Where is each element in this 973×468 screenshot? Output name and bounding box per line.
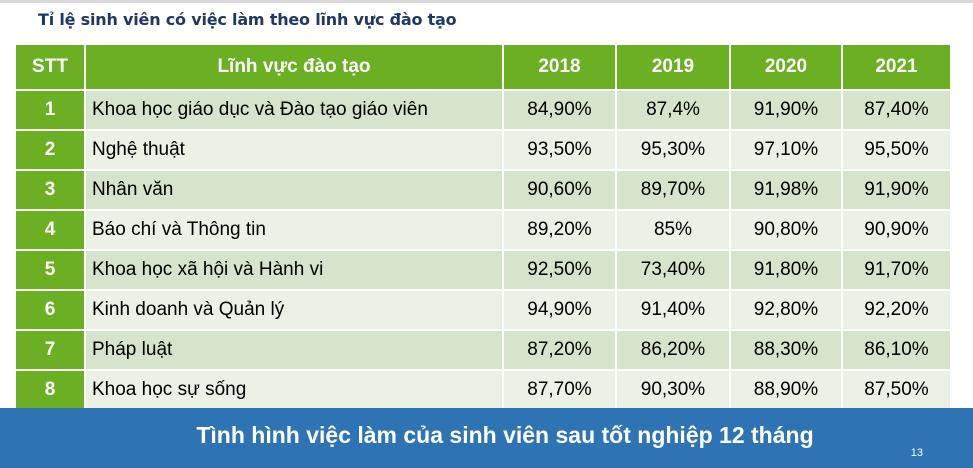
row-number: 8 [16,371,84,409]
row-number: 3 [16,171,84,209]
rate-2020: 92,80% [731,291,841,329]
rate-2020: 90,80% [731,211,841,249]
header-stt: STT [16,45,84,89]
rate-2018: 94,90% [504,291,615,329]
field-name: Nhân văn [86,171,502,209]
rate-2019: 87,4% [617,91,729,129]
rate-2020: 91,90% [731,91,841,129]
row-number: 5 [16,251,84,289]
rate-2019: 86,20% [617,331,729,369]
header-2020: 2020 [731,45,841,89]
rate-2018: 92,50% [504,251,615,289]
rate-2019: 85% [617,211,729,249]
field-name: Nghệ thuật [86,131,502,169]
header-2018: 2018 [504,45,615,89]
row-number: 1 [16,91,84,129]
rate-2021: 95,50% [843,131,950,169]
header-2021: 2021 [843,45,950,89]
rate-2021: 92,20% [843,291,950,329]
rate-2020: 97,10% [731,131,841,169]
rate-2021: 91,90% [843,171,950,209]
rate-2021: 90,90% [843,211,950,249]
table-row: 6 Kinh doanh và Quản lý 94,90% 91,40% 92… [16,291,950,329]
rate-2019: 91,40% [617,291,729,329]
rate-2019: 73,40% [617,251,729,289]
employment-rate-table: STT Lĩnh vực đào tạo 2018 2019 2020 2021… [14,43,952,411]
slide-subtitle: Tỉ lệ sinh viên có việc làm theo lĩnh vự… [38,10,457,29]
field-name: Khoa học giáo dục và Đào tạo giáo viên [86,91,502,129]
rate-2018: 93,50% [504,131,615,169]
rate-2018: 87,70% [504,371,615,409]
field-name: Kinh doanh và Quản lý [86,291,502,329]
row-number: 2 [16,131,84,169]
footer-bar: Tình hình việc làm của sinh viên sau tốt… [0,408,973,468]
rate-2019: 89,70% [617,171,729,209]
row-number: 4 [16,211,84,249]
rate-2021: 86,10% [843,331,950,369]
table-header-row: STT Lĩnh vực đào tạo 2018 2019 2020 2021 [16,45,950,89]
table-row: 1 Khoa học giáo dục và Đào tạo giáo viên… [16,91,950,129]
footer-title: Tình hình việc làm của sinh viên sau tốt… [196,422,814,448]
row-number: 6 [16,291,84,329]
table-row: 3 Nhân văn 90,60% 89,70% 91,98% 91,90% [16,171,950,209]
page-number: 13 [910,447,923,459]
header-field: Lĩnh vực đào tạo [86,45,502,89]
rate-2019: 95,30% [617,131,729,169]
field-name: Báo chí và Thông tin [86,211,502,249]
table-row: 5 Khoa học xã hội và Hành vi 92,50% 73,4… [16,251,950,289]
rate-2018: 87,20% [504,331,615,369]
rate-2020: 88,30% [731,331,841,369]
rate-2021: 87,50% [843,371,950,409]
table-row: 8 Khoa học sự sống 87,70% 90,30% 88,90% … [16,371,950,409]
rate-2020: 91,80% [731,251,841,289]
rate-2019: 90,30% [617,371,729,409]
rate-2021: 91,70% [843,251,950,289]
rate-2018: 84,90% [504,91,615,129]
header-2019: 2019 [617,45,729,89]
top-border [0,0,973,3]
rate-2018: 89,20% [504,211,615,249]
table-row: 7 Pháp luật 87,20% 86,20% 88,30% 86,10% [16,331,950,369]
field-name: Pháp luật [86,331,502,369]
row-number: 7 [16,331,84,369]
field-name: Khoa học sự sống [86,371,502,409]
table-row: 4 Báo chí và Thông tin 89,20% 85% 90,80%… [16,211,950,249]
rate-2018: 90,60% [504,171,615,209]
field-name: Khoa học xã hội và Hành vi [86,251,502,289]
table-row: 2 Nghệ thuật 93,50% 95,30% 97,10% 95,50% [16,131,950,169]
rate-2020: 91,98% [731,171,841,209]
rate-2021: 87,40% [843,91,950,129]
rate-2020: 88,90% [731,371,841,409]
